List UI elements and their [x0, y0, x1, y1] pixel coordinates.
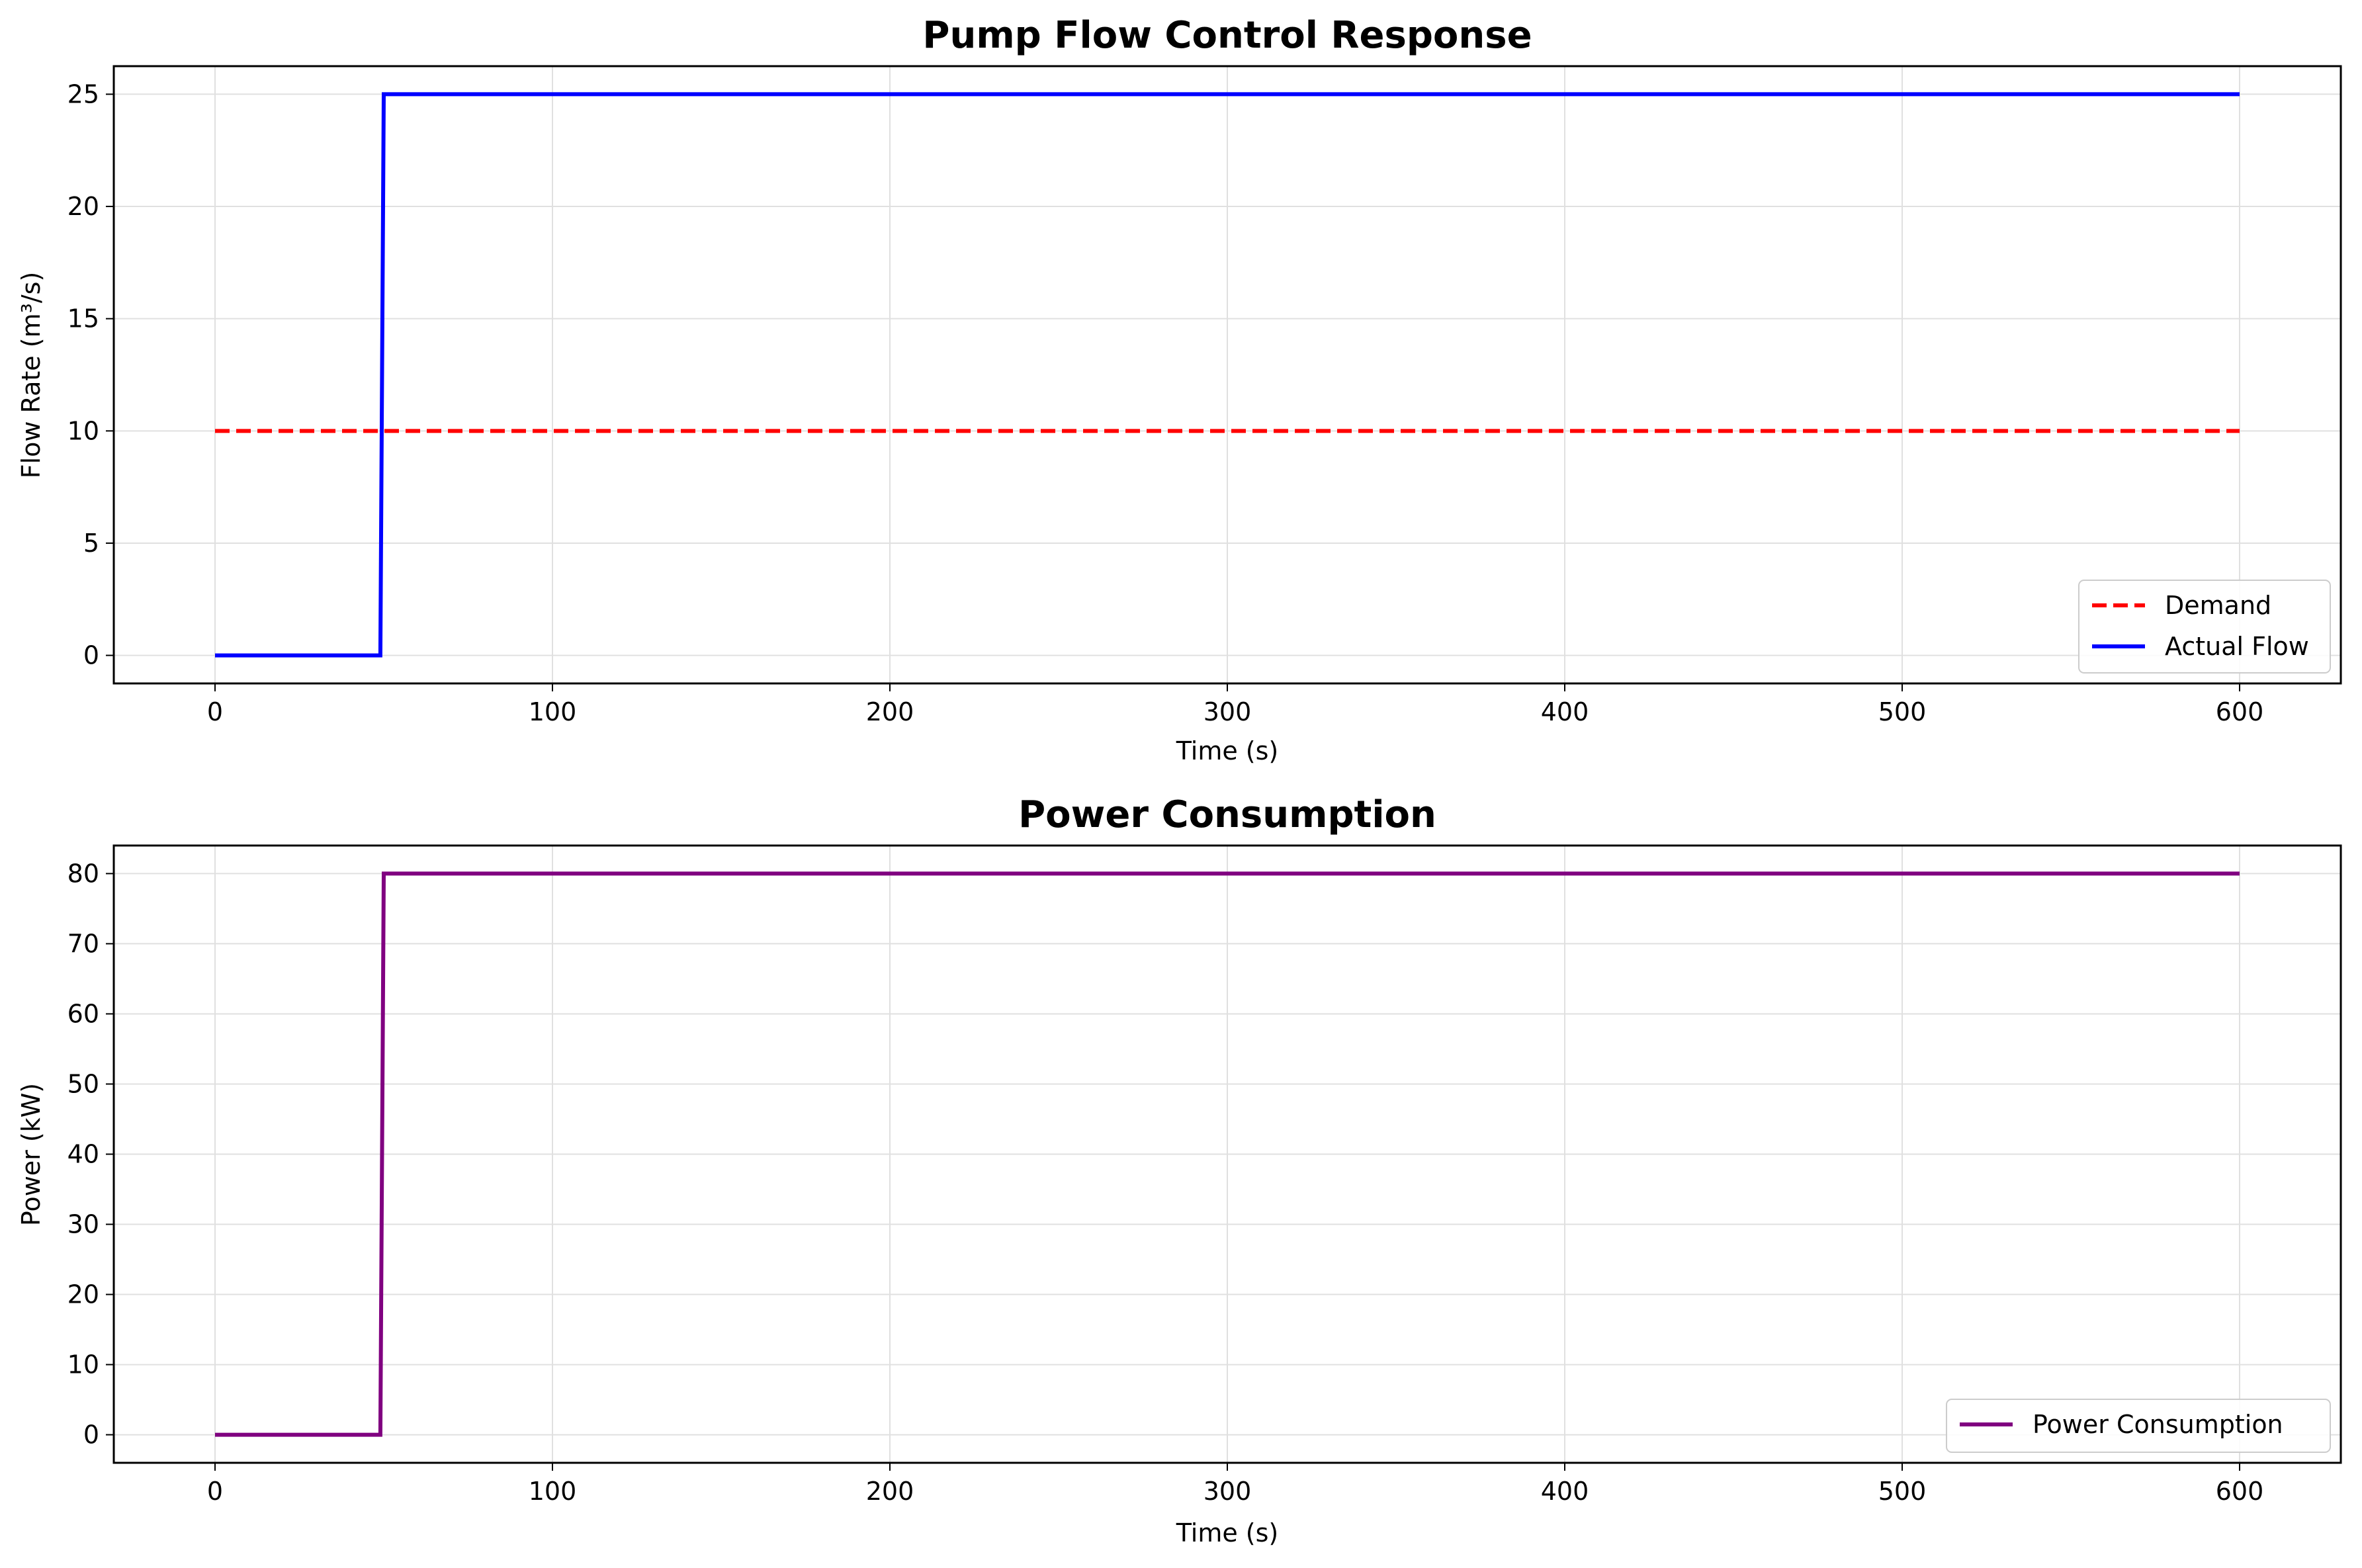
x-tick-label: 500 [1878, 697, 1927, 726]
series-layer [215, 871, 2240, 1437]
flow-rate-panel: Pump Flow Control Response 0 100 200 300 400… [17, 14, 2342, 765]
chart-title: Power Consumption [1018, 793, 1436, 836]
x-tick-label: 200 [866, 1477, 914, 1506]
y-tick-label: 70 [67, 929, 99, 958]
y-tick-label: 0 [83, 641, 99, 670]
chart-title: Pump Flow Control Response [922, 14, 1532, 57]
x-tick-label: 100 [529, 697, 577, 726]
legend-box [1946, 1399, 2331, 1453]
x-tick-label: 600 [2216, 1477, 2264, 1506]
grid-layer [114, 846, 2341, 1463]
x-tick-label: 100 [529, 1477, 577, 1506]
x-axis-label: Time (s) [1176, 1518, 1279, 1547]
x-tick-label: 400 [1541, 697, 1589, 726]
y-tick-label: 5 [83, 529, 99, 558]
legend: Demand Actual Flow [2078, 580, 2331, 674]
legend-label: Demand [2165, 591, 2271, 620]
y-tick-label: 20 [67, 192, 99, 221]
y-tick-label: 15 [67, 304, 99, 333]
grid-layer [114, 66, 2341, 683]
y-tick-label: 30 [67, 1210, 99, 1239]
legend: Power Consumption [1946, 1399, 2331, 1453]
x-tick-label: 300 [1203, 697, 1252, 726]
y-tick-label: 50 [67, 1069, 99, 1098]
x-tick-label: 200 [866, 697, 914, 726]
series-layer [215, 92, 2240, 658]
y-axis-label: Flow Rate (m³/s) [17, 272, 46, 479]
x-tick-label: 500 [1878, 1477, 1927, 1506]
x-tick-label: 0 [207, 1477, 223, 1506]
x-axis-label: Time (s) [1176, 736, 1279, 765]
y-tick-label: 0 [83, 1420, 99, 1450]
series-line-power-consumption [215, 871, 2240, 1437]
y-tick-label: 20 [67, 1280, 99, 1309]
y-tick-label: 40 [67, 1140, 99, 1169]
ticks-layer: 0 100 200 300 400 500 600 0 10 20 30 40 50 60 70 80 [67, 859, 2264, 1506]
x-tick-label: 600 [2216, 697, 2264, 726]
x-tick-label: 0 [207, 697, 223, 726]
y-tick-label: 10 [67, 1350, 99, 1379]
y-tick-label: 25 [67, 79, 99, 109]
y-tick-label: 60 [67, 999, 99, 1028]
legend-label: Actual Flow [2165, 632, 2309, 661]
y-tick-label: 80 [67, 859, 99, 888]
ticks-layer: 0 100 200 300 400 500 600 0 5 10 15 20 25 [67, 79, 2264, 726]
y-axis-label: Power (kW) [17, 1083, 46, 1226]
x-tick-label: 300 [1203, 1477, 1252, 1506]
x-tick-label: 400 [1541, 1477, 1589, 1506]
y-tick-label: 10 [67, 416, 99, 445]
series-line-actual-flow [215, 92, 2240, 658]
power-panel: Power Consumption 0 100 200 300 400 500 600 0 10… [17, 793, 2342, 1547]
legend-label: Power Consumption [2033, 1410, 2283, 1439]
